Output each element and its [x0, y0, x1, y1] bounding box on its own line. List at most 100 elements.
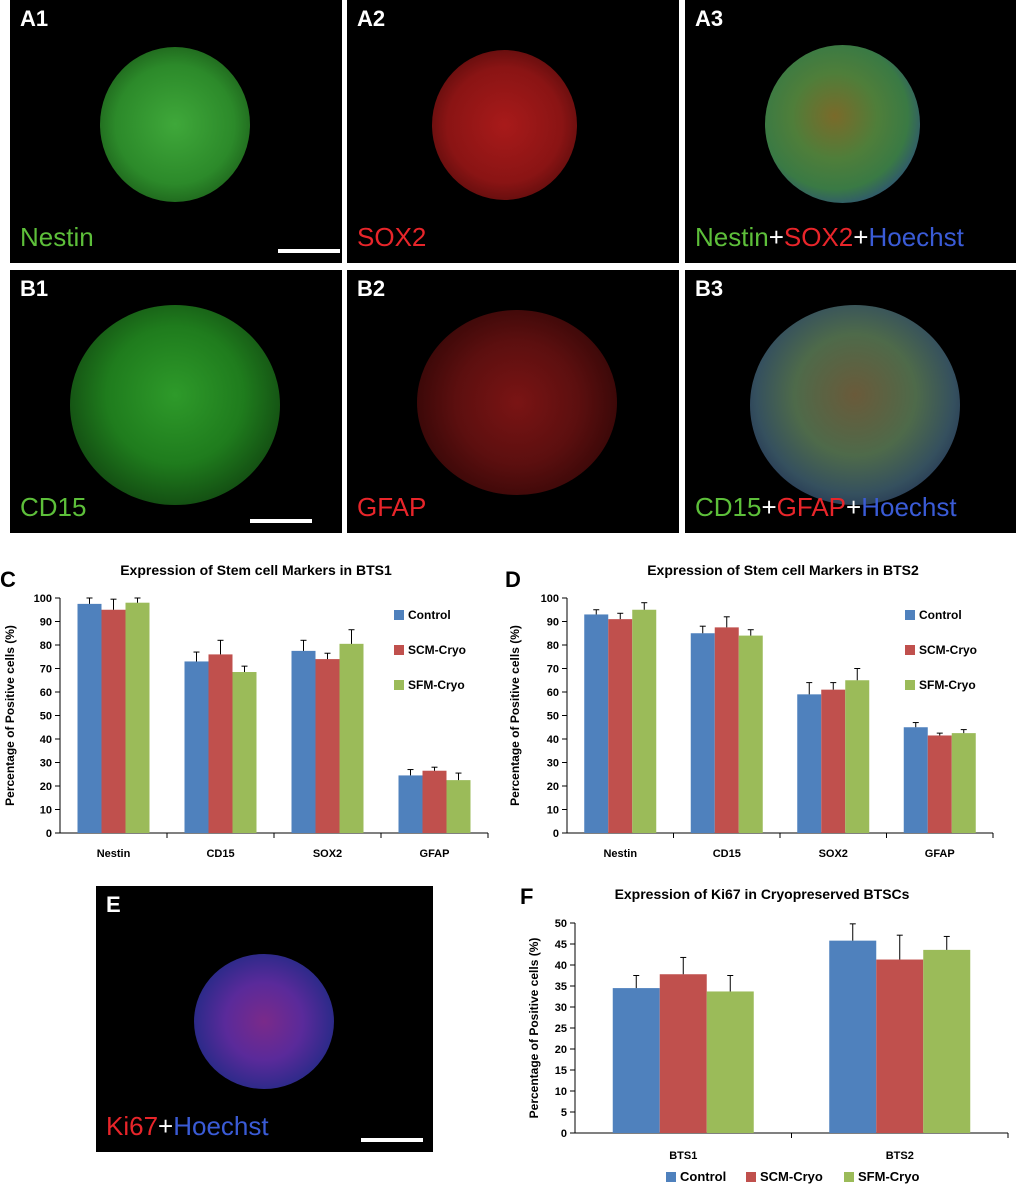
y-tick-label: 90	[40, 617, 52, 629]
panel-caption: Ki67+Hoechst	[106, 1111, 269, 1141]
chart-title: Expression of Stem cell Markers in BTS2	[647, 562, 919, 578]
panel-label: C	[0, 567, 16, 592]
y-tick-label: 70	[547, 664, 559, 676]
y-tick-label: 0	[46, 828, 52, 840]
bar-scm-cryo	[876, 959, 924, 1133]
scale-bar	[361, 1138, 423, 1142]
y-tick-label: 30	[40, 758, 52, 770]
legend-swatch	[394, 645, 404, 655]
y-tick-label: 25	[555, 1023, 567, 1035]
panel-caption: Nestin	[20, 222, 94, 252]
bar-scm-cryo	[101, 609, 126, 833]
x-tick-label: BTS2	[886, 1150, 914, 1162]
y-tick-label: 70	[40, 664, 52, 676]
bar-control	[184, 661, 209, 833]
y-tick-label: 30	[555, 1002, 567, 1014]
chart-title: Expression of Ki67 in Cryopreserved BTSC…	[615, 886, 910, 902]
legend-swatch	[746, 1172, 756, 1182]
bar-sfm-cryo	[923, 949, 971, 1133]
bar-sfm-cryo	[845, 680, 870, 833]
scale-bar	[250, 519, 312, 523]
panel-a3: A3 Nestin+SOX2+Hoechst	[685, 0, 1016, 263]
legend-label: SCM-Cryo	[408, 643, 466, 657]
y-tick-label: 60	[547, 687, 559, 699]
bar-scm-cryo	[315, 659, 340, 833]
y-axis-label: Percentage of Positive cells (%)	[527, 938, 541, 1119]
bar-scm-cryo	[714, 627, 739, 833]
x-tick-label: GFAP	[420, 848, 450, 860]
legend-swatch	[905, 645, 915, 655]
y-tick-label: 50	[547, 711, 559, 723]
bar-control	[690, 633, 715, 833]
panel-label: F	[520, 884, 533, 909]
panel-caption: SOX2	[357, 222, 427, 252]
merged-spheroid	[750, 305, 960, 505]
y-tick-label: 60	[40, 687, 52, 699]
chart-title: Expression of Stem cell Markers in BTS1	[120, 562, 392, 578]
y-tick-label: 5	[561, 1107, 567, 1119]
ki67-spheroid	[194, 954, 334, 1089]
x-tick-label: CD15	[713, 848, 741, 860]
gfap-spheroid	[417, 310, 617, 495]
y-tick-label: 20	[547, 781, 559, 793]
bar-sfm-cryo	[339, 643, 364, 833]
y-tick-label: 80	[40, 640, 52, 652]
y-axis-label: Percentage of Positive cells (%)	[508, 625, 522, 806]
legend-swatch	[666, 1172, 676, 1182]
legend-label: SFM-Cryo	[858, 1169, 919, 1184]
bar-sfm-cryo	[951, 733, 976, 833]
panel-e: E Ki67+Hoechst	[96, 886, 433, 1152]
bar-control	[903, 727, 928, 833]
x-tick-label: BTS1	[669, 1150, 697, 1162]
panel-b1: B1 CD15	[10, 270, 342, 533]
panel-a1: A1 Nestin	[10, 0, 342, 263]
y-tick-label: 20	[40, 781, 52, 793]
panel-a2: A2 SOX2	[347, 0, 679, 263]
bar-sfm-cryo	[738, 635, 763, 833]
y-tick-label: 90	[547, 617, 559, 629]
y-tick-label: 50	[555, 918, 567, 930]
legend-label: SFM-Cryo	[919, 678, 976, 692]
x-tick-label: CD15	[206, 848, 234, 860]
x-tick-label: Nestin	[97, 848, 131, 860]
y-tick-label: 100	[541, 593, 559, 605]
legend-swatch	[394, 680, 404, 690]
y-tick-label: 15	[555, 1065, 567, 1077]
y-tick-label: 80	[547, 640, 559, 652]
panel-b3: B3 CD15+GFAP+Hoechst	[685, 270, 1016, 533]
bar-scm-cryo	[659, 974, 707, 1133]
merged-spheroid	[765, 45, 920, 203]
bar-sfm-cryo	[632, 609, 657, 833]
scale-bar	[278, 249, 340, 253]
panel-tag: A2	[357, 6, 386, 31]
y-tick-label: 30	[547, 758, 559, 770]
x-tick-label: Nestin	[603, 848, 637, 860]
chart-c: C Expression of Stem cell Markers in BTS1…	[0, 562, 489, 860]
y-tick-label: 40	[555, 960, 567, 972]
chart-f: F Expression of Ki67 in Cryopreserved BTS…	[520, 884, 1009, 1184]
panel-caption: CD15	[20, 492, 87, 522]
bar-scm-cryo	[208, 654, 233, 833]
legend-label: SCM-Cryo	[760, 1169, 823, 1184]
y-axis-label: Percentage of Positive cells (%)	[3, 625, 17, 806]
bar-control	[398, 775, 423, 833]
legend-label: Control	[408, 608, 451, 622]
panel-caption: GFAP	[357, 492, 427, 522]
legend-swatch	[844, 1172, 854, 1182]
bar-control	[291, 650, 316, 833]
y-tick-label: 10	[40, 805, 52, 817]
cd15-spheroid	[70, 305, 280, 505]
panel-b2: B2 GFAP	[347, 270, 679, 533]
bar-sfm-cryo	[706, 991, 754, 1133]
y-tick-label: 100	[34, 593, 52, 605]
y-tick-label: 35	[555, 981, 567, 993]
x-tick-label: GFAP	[925, 848, 955, 860]
y-tick-label: 20	[555, 1044, 567, 1056]
bar-scm-cryo	[608, 619, 633, 833]
panel-caption: CD15+GFAP+Hoechst	[695, 492, 957, 522]
y-tick-label: 45	[555, 939, 567, 951]
panel-caption: Nestin+SOX2+Hoechst	[695, 222, 964, 252]
panel-tag: A3	[695, 6, 724, 31]
panel-tag: A1	[20, 6, 49, 31]
y-tick-label: 0	[553, 828, 559, 840]
